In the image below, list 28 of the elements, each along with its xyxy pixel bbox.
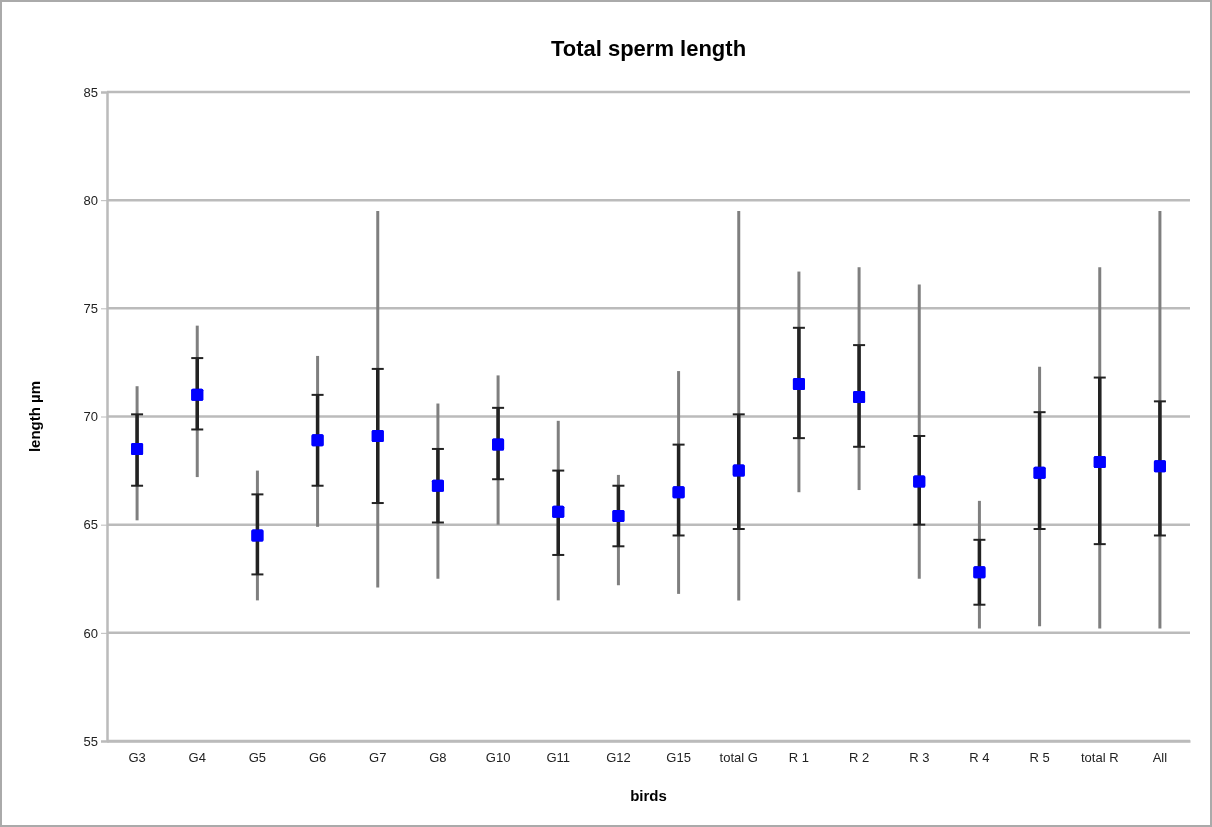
y-tick-label: 85: [83, 84, 98, 100]
x-tick-label: G11: [546, 750, 571, 766]
x-tick-label: G12: [606, 750, 631, 766]
y-axis-title: length µm: [26, 380, 43, 453]
x-tick-label: G3: [128, 750, 146, 766]
x-tick-label: G8: [429, 750, 447, 766]
y-tick-label: 70: [83, 409, 98, 425]
x-tick-label: All: [1152, 750, 1168, 766]
x-tick-label: total G: [719, 750, 758, 766]
x-tick-label: total R: [1080, 750, 1119, 766]
y-tick-label: 65: [83, 517, 98, 533]
x-tick-label: R 4: [969, 750, 990, 766]
x-tick-label: R 2: [848, 750, 870, 766]
x-tick-label: G6: [308, 750, 327, 766]
chart-title: Total sperm length: [550, 36, 747, 61]
x-axis-title: birds: [630, 787, 667, 804]
y-tick-label: 60: [83, 625, 98, 641]
x-tick-label: G5: [248, 750, 267, 766]
x-tick-label: R 1: [788, 750, 810, 766]
y-tick-label: 55: [83, 733, 98, 749]
x-tick-label: G4: [188, 750, 206, 766]
x-tick-label: R 3: [909, 750, 930, 766]
x-tick-label: G15: [666, 750, 691, 766]
x-tick-label: R 5: [1029, 750, 1050, 766]
x-tick-label: G7: [369, 750, 387, 766]
y-tick-label: 80: [83, 192, 98, 208]
y-tick-label: 75: [83, 300, 98, 316]
x-tick-label: G10: [485, 750, 511, 766]
